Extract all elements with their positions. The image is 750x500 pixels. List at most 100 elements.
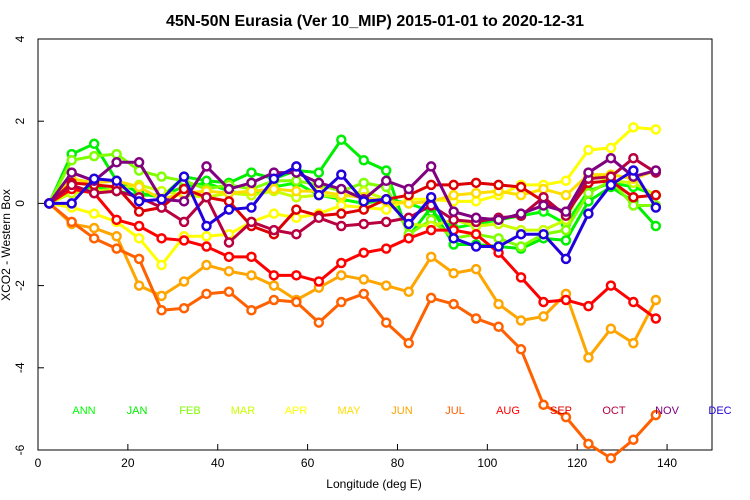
data-point — [380, 216, 392, 228]
data-point — [560, 189, 572, 201]
legend-label-mar: MAR — [231, 405, 256, 417]
data-point — [538, 200, 549, 211]
data-point — [201, 191, 212, 203]
series-line-jan — [47, 138, 657, 251]
legend-label-dec: DEC — [708, 405, 731, 417]
data-point — [560, 235, 572, 246]
data-point — [605, 280, 617, 291]
data-point — [448, 179, 459, 191]
data-point — [448, 189, 459, 201]
data-point — [133, 196, 145, 207]
data-point — [178, 196, 190, 207]
legend-label-sep: SEP — [550, 405, 572, 417]
data-point — [425, 251, 437, 263]
data-point — [358, 196, 370, 207]
data-point — [246, 270, 257, 281]
plot-frame — [37, 38, 713, 451]
data-point — [313, 212, 325, 224]
data-point — [403, 337, 414, 349]
x-tick-label: 120 — [567, 456, 587, 470]
series-line-aug — [48, 187, 657, 320]
data-point — [515, 208, 527, 219]
series-line-may — [48, 169, 657, 205]
legend-label-apr: APR — [285, 405, 308, 417]
data-point — [313, 317, 325, 328]
series-dec — [43, 161, 662, 265]
legend-label-feb: FEB — [179, 405, 200, 417]
data-point — [358, 177, 370, 189]
data-point — [628, 152, 639, 164]
data-point — [605, 142, 617, 154]
x-tick-label: 60 — [301, 456, 315, 470]
plot-border — [37, 38, 713, 451]
y-tick-label: -6 — [13, 444, 27, 455]
data-point — [156, 259, 167, 271]
data-point — [470, 177, 482, 189]
series-line-dec — [49, 164, 658, 261]
data-point — [313, 167, 325, 178]
series-line-nov — [48, 156, 657, 222]
data-point — [403, 233, 414, 244]
data-point — [583, 208, 594, 219]
data-point — [628, 434, 639, 445]
data-point — [111, 185, 122, 197]
x-tick-label: 100 — [477, 456, 497, 470]
data-point — [538, 191, 549, 203]
data-point — [628, 122, 639, 133]
data-point — [380, 175, 392, 187]
data-point — [380, 280, 392, 291]
data-point — [291, 270, 302, 281]
legend-label-oct: OCT — [602, 405, 626, 417]
data-point — [538, 311, 549, 322]
series-line-jun — [48, 202, 658, 360]
data-point — [88, 138, 100, 150]
data-point — [470, 196, 482, 207]
data-point — [448, 214, 459, 226]
data-point — [268, 208, 280, 219]
data-point — [470, 187, 482, 199]
data-point — [515, 315, 527, 326]
data-point — [111, 214, 122, 226]
data-point — [88, 233, 100, 244]
data-point — [111, 148, 122, 160]
data-point — [403, 218, 414, 230]
data-point — [201, 241, 212, 252]
x-tick-label: 140 — [657, 456, 677, 470]
data-point — [223, 196, 235, 207]
data-point — [66, 154, 77, 166]
data-point — [628, 296, 639, 308]
data-point — [66, 216, 77, 228]
data-point — [583, 438, 594, 450]
data-point — [223, 251, 235, 263]
x-tick-label: 20 — [121, 456, 135, 470]
data-point — [313, 189, 325, 201]
data-point — [470, 263, 482, 275]
data-point — [515, 344, 527, 355]
data-point — [448, 206, 459, 217]
data-point — [336, 169, 347, 180]
legend-label-jan: JAN — [127, 405, 148, 417]
data-point — [583, 352, 594, 363]
data-point — [515, 228, 527, 240]
legend-label-jul: JUL — [445, 405, 465, 417]
data-point — [201, 161, 212, 172]
data-point — [583, 167, 594, 178]
legend-label-nov: NOV — [655, 405, 680, 417]
x-axis-label: Longitude (deg E) — [326, 477, 421, 491]
data-point — [133, 157, 145, 168]
x-tick-label: 40 — [211, 456, 225, 470]
data-point — [246, 167, 257, 178]
data-point — [628, 191, 639, 203]
data-point — [178, 276, 190, 287]
data-point — [560, 411, 572, 423]
data-point — [268, 173, 280, 184]
x-axis: 0 20 40 60 80 100 120 140 — [35, 444, 677, 470]
data-point — [650, 409, 662, 421]
data-point — [403, 198, 414, 209]
data-point — [43, 198, 55, 209]
data-point — [111, 157, 122, 168]
data-point — [650, 313, 662, 324]
data-point — [650, 220, 662, 232]
data-point — [201, 288, 212, 300]
data-point — [560, 206, 572, 217]
